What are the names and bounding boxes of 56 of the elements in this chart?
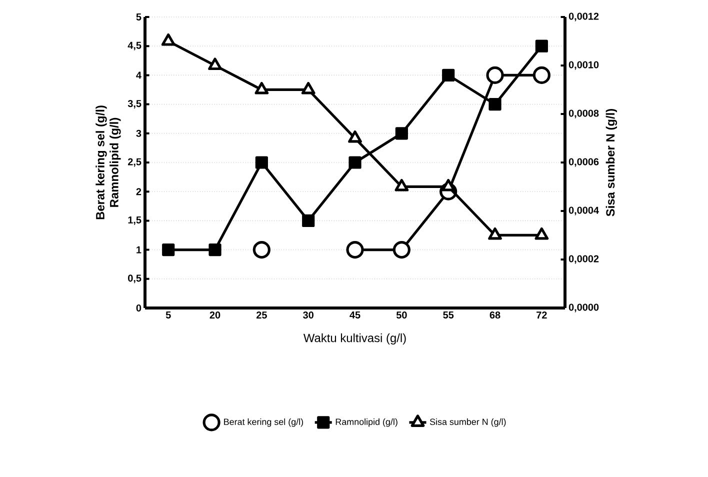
x-tick-label: 45 bbox=[350, 312, 360, 318]
point bbox=[301, 82, 316, 94]
x-tick-label: 68 bbox=[490, 312, 500, 319]
x-tick-label: 55 bbox=[443, 312, 454, 318]
y2-tick-label: 0,0008 bbox=[568, 110, 599, 118]
point bbox=[255, 156, 268, 169]
x-tick-label: 30 bbox=[303, 312, 314, 319]
point bbox=[486, 66, 504, 84]
point bbox=[395, 127, 408, 140]
x-tick-label: 5 bbox=[166, 312, 171, 318]
point bbox=[348, 130, 362, 143]
x-tick-label: 25 bbox=[256, 312, 267, 319]
point bbox=[532, 66, 550, 84]
x-axis-title: Waktu kultivasi (g/l) bbox=[303, 333, 406, 345]
point bbox=[534, 227, 549, 240]
x-tick-label: 20 bbox=[210, 312, 220, 319]
y-tick-label: 4 bbox=[136, 72, 142, 79]
legend-label: Berat kering sel (g/l) bbox=[224, 418, 304, 427]
point bbox=[302, 214, 315, 227]
y-tick-label: 3,5 bbox=[128, 100, 142, 109]
y-tick-label: 4,5 bbox=[128, 42, 142, 50]
y-tick-label: 5 bbox=[136, 14, 142, 20]
point bbox=[392, 240, 410, 259]
y2-tick-label: 0,0006 bbox=[568, 158, 599, 167]
y-tick-label: 3 bbox=[136, 130, 142, 137]
y-tick-label: 0,5 bbox=[128, 274, 142, 284]
y-tick-label: 2,5 bbox=[128, 158, 142, 167]
point bbox=[254, 82, 269, 94]
legend-label: Ramnolipid (g/l) bbox=[336, 418, 398, 427]
y-tick-label: 2 bbox=[136, 188, 142, 196]
y2-tick-label: 0,0002 bbox=[568, 255, 599, 264]
point bbox=[161, 33, 176, 46]
point bbox=[208, 58, 222, 70]
point bbox=[252, 240, 270, 259]
y2-tick-label: 0,0010 bbox=[568, 61, 599, 70]
point bbox=[348, 156, 362, 169]
point bbox=[208, 243, 222, 256]
y-tick-label: 1 bbox=[136, 246, 142, 254]
y2-tick-label: 0,0004 bbox=[568, 206, 599, 216]
point bbox=[346, 240, 364, 259]
y-tick-label: 0 bbox=[136, 304, 142, 312]
y2-axis-title: Sisa sumber N (g/l) bbox=[606, 108, 618, 216]
y-tick-label: 1,5 bbox=[128, 216, 142, 225]
point bbox=[394, 178, 409, 192]
legend-label: Sisa sumber N (g/l) bbox=[430, 418, 506, 427]
point bbox=[535, 40, 548, 52]
text: Ramnolipid (g/l) bbox=[110, 118, 121, 207]
point bbox=[442, 68, 455, 82]
x-tick-label: 72 bbox=[536, 312, 547, 318]
point bbox=[488, 227, 502, 240]
x-tick-label: 50 bbox=[396, 312, 407, 319]
y2-tick-label: 0,0000 bbox=[568, 304, 599, 312]
text: Berat kering sel (g/l) bbox=[96, 106, 107, 220]
point bbox=[488, 98, 502, 111]
point bbox=[162, 243, 175, 256]
y2-tick-label: 0,0012 bbox=[568, 12, 599, 22]
